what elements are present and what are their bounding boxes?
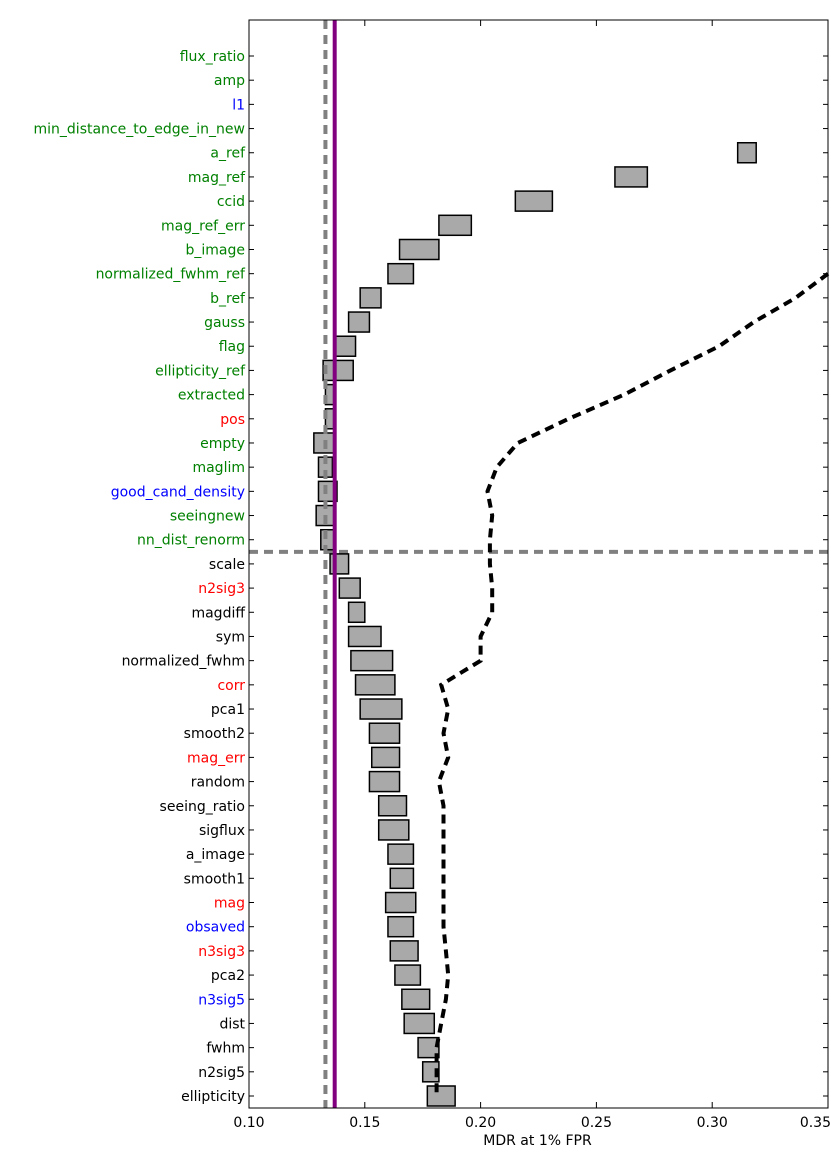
- bar-sigflux: [377, 819, 410, 841]
- y-label-mag_err: mag_err: [187, 750, 245, 766]
- bar-mag_err: [370, 746, 401, 769]
- bar-a_ref: [736, 141, 757, 164]
- x-ticks: [248, 20, 829, 1108]
- y-label-ellipticity_ref: ellipticity_ref: [155, 363, 246, 379]
- y-label-dist: dist: [219, 1016, 245, 1032]
- y-label-n3sig5: n3sig5: [198, 992, 245, 1008]
- y-label-pca1: pca1: [211, 702, 245, 718]
- y-label-mag_ref_err: mag_ref_err: [161, 218, 245, 234]
- dashed-curve-layer: [434, 272, 830, 1096]
- bar-ccid: [514, 190, 554, 212]
- bar-a_image: [387, 843, 415, 865]
- bar-fwhm: [417, 1036, 440, 1059]
- y-label-b_image: b_image: [186, 242, 246, 258]
- bar-gauss: [347, 311, 371, 333]
- bar-sym: [347, 625, 382, 648]
- y-label-smooth1: smooth1: [184, 871, 245, 887]
- y-label-scale: scale: [209, 557, 245, 573]
- y-label-good_cand_density: good_cand_density: [111, 484, 245, 500]
- y-label-ccid: ccid: [217, 194, 245, 210]
- y-label-flux_ratio: flux_ratio: [180, 49, 245, 65]
- y-label-n2sig5: n2sig5: [198, 1065, 245, 1081]
- x-axis-label: MDR at 1% FPR: [483, 1133, 592, 1149]
- bars-layer: [313, 141, 757, 1107]
- y-label-a_ref: a_ref: [210, 146, 246, 162]
- y-label-seeingnew: seeingnew: [170, 509, 245, 525]
- bar-normalized_fwhm: [350, 649, 394, 672]
- y-ticks: [249, 55, 828, 1097]
- bar-dist: [403, 1012, 436, 1035]
- y-label-extracted: extracted: [178, 388, 245, 404]
- bar-flag: [333, 335, 357, 357]
- y-label-b_ref: b_ref: [210, 291, 246, 307]
- y-label-magdiff: magdiff: [191, 605, 245, 621]
- y-label-nn_dist_renorm: nn_dist_renorm: [137, 533, 245, 549]
- y-label-normalized_fwhm_ref: normalized_fwhm_ref: [96, 267, 246, 283]
- bar-good_cand_density: [317, 480, 338, 503]
- bar-b_ref: [359, 287, 382, 309]
- y-label-n2sig3: n2sig3: [198, 581, 245, 597]
- bar-n3sig3: [389, 940, 419, 962]
- y-label-pos: pos: [220, 412, 245, 428]
- y-label-normalized_fwhm: normalized_fwhm: [122, 654, 245, 670]
- vertical-reference-lines: [323, 20, 337, 1108]
- bar-mag_ref_err: [438, 214, 473, 237]
- y-label-seeing_ratio: seeing_ratio: [160, 799, 245, 815]
- y-label-flag: flag: [219, 339, 245, 355]
- y-label-l1: l1: [232, 97, 245, 113]
- bar-pca2: [394, 964, 422, 986]
- bar-obsaved: [387, 915, 415, 938]
- bar-seeing_ratio: [377, 795, 408, 817]
- y-label-amp: amp: [214, 73, 245, 89]
- y-label-a_image: a_image: [186, 847, 245, 863]
- x-tick-label: 0.35: [800, 1115, 831, 1131]
- x-tick-label: 0.30: [697, 1115, 728, 1131]
- bar-n3sig5: [401, 988, 431, 1011]
- bar-n2sig3: [338, 577, 361, 599]
- y-label-corr: corr: [217, 678, 245, 694]
- y-label-min_distance_to_edge_in_new: min_distance_to_edge_in_new: [34, 122, 245, 138]
- bar-pca1: [359, 698, 403, 720]
- x-tick-label: 0.15: [349, 1115, 380, 1131]
- y-label-sym: sym: [216, 629, 245, 645]
- x-tick-label: 0.10: [233, 1115, 264, 1131]
- x-tick-label: 0.20: [465, 1115, 496, 1131]
- bar-smooth1: [389, 867, 415, 890]
- y-label-gauss: gauss: [204, 315, 245, 331]
- bar-magdiff: [347, 601, 366, 624]
- dashed-curve: [434, 272, 830, 1096]
- y-label-maglim: maglim: [192, 460, 245, 476]
- y-label-random: random: [191, 775, 245, 791]
- y-label-mag: mag: [214, 896, 245, 912]
- y-label-smooth2: smooth2: [184, 726, 245, 742]
- y-label-n3sig3: n3sig3: [198, 944, 245, 960]
- bar-mag: [384, 891, 417, 914]
- bar-nn_dist_renorm: [320, 528, 336, 551]
- bar-random: [368, 770, 401, 793]
- bar-corr: [354, 674, 396, 696]
- bar-b_image: [398, 238, 440, 261]
- y-label-fwhm: fwhm: [206, 1041, 245, 1057]
- bar-ellipticity_ref: [322, 359, 354, 382]
- y-label-ellipticity: ellipticity: [181, 1089, 245, 1105]
- bar-ellipticity: [426, 1085, 456, 1107]
- y-label-pca2: pca2: [211, 968, 245, 984]
- bar-mag_ref: [614, 166, 649, 188]
- x-tick-labels: 0.10 0.15 0.20 0.25 0.30 0.35: [233, 1115, 831, 1131]
- y-label-mag_ref: mag_ref: [188, 170, 246, 186]
- y-label-obsaved: obsaved: [186, 920, 245, 936]
- y-label-empty: empty: [200, 436, 245, 452]
- y-label-sigflux: sigflux: [199, 823, 245, 839]
- x-tick-label: 0.25: [581, 1115, 612, 1131]
- bar-smooth2: [368, 722, 401, 744]
- bar-normalized_fwhm_ref: [387, 262, 415, 285]
